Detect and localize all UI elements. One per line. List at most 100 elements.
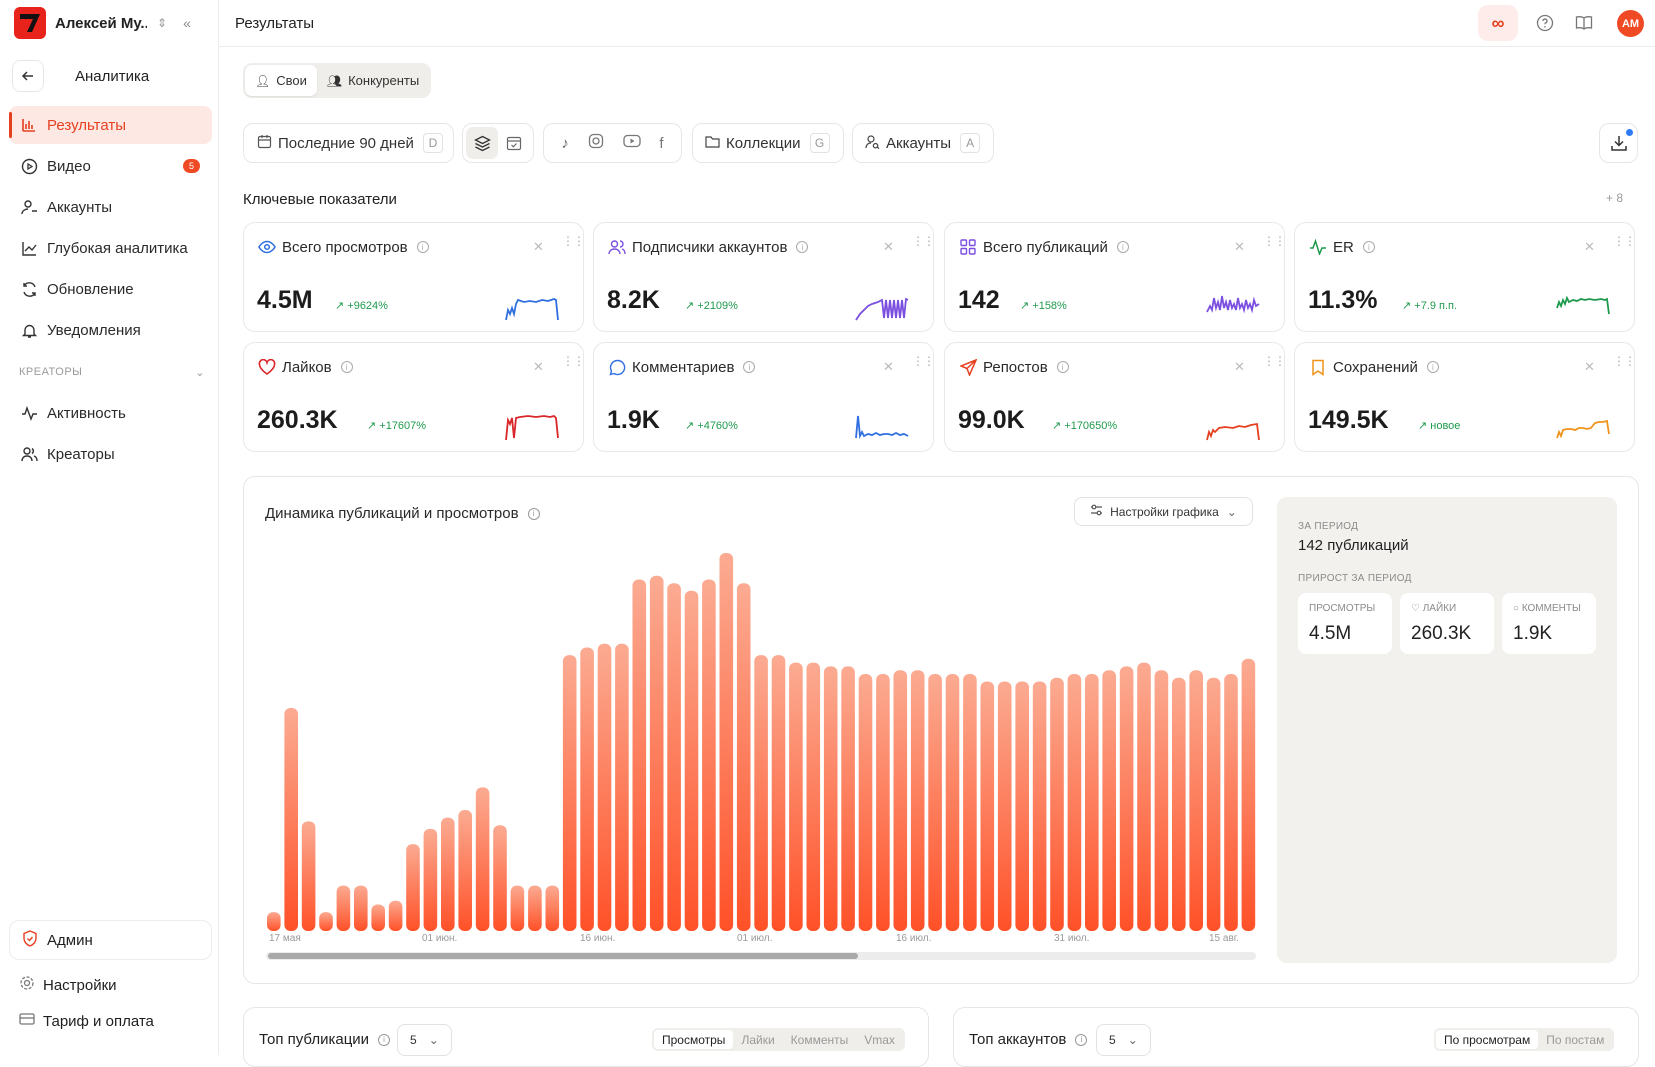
info-icon[interactable]: i: [1426, 361, 1439, 373]
chart-settings-button[interactable]: Настройки графика ⌄: [1074, 497, 1253, 526]
close-icon[interactable]: ✕: [1584, 359, 1595, 374]
chart-scrollbar[interactable]: [266, 952, 1256, 960]
drag-handle-icon[interactable]: ⋮⋮: [562, 354, 585, 368]
sidebar-item-results[interactable]: Результаты: [9, 106, 212, 144]
chart-bar[interactable]: [528, 885, 542, 931]
sidebar-item-accounts[interactable]: Аккаунты: [9, 188, 212, 226]
chart-bar[interactable]: [789, 662, 803, 931]
chart-bar[interactable]: [423, 828, 438, 931]
chart-bar[interactable]: [510, 885, 525, 931]
tiktok-icon[interactable]: ♪: [561, 134, 569, 152]
close-icon[interactable]: ✕: [533, 359, 544, 374]
chart-bar[interactable]: [562, 655, 577, 931]
info-icon[interactable]: i: [796, 241, 809, 253]
chart-bar[interactable]: [719, 553, 734, 931]
chevron-updown-icon[interactable]: ⇕: [157, 16, 168, 30]
info-icon[interactable]: i: [743, 361, 756, 373]
kpi-card[interactable]: Подписчики аккаунтов i ✕ ⋮⋮ 8.2K ↗ +2109…: [593, 222, 935, 332]
kpi-card[interactable]: Репостов i ✕ ⋮⋮ 99.0K ↗ +170650%: [944, 342, 1286, 452]
info-icon[interactable]: i: [340, 361, 353, 373]
info-icon[interactable]: i: [378, 1033, 391, 1046]
tab-competitors[interactable]: 👥︎ Конкуренты: [317, 65, 429, 96]
add-kpi-button[interactable]: + 8: [1606, 191, 1624, 205]
chart-bar[interactable]: [336, 885, 351, 931]
chart-bar[interactable]: [354, 885, 368, 931]
chart-bar[interactable]: [928, 674, 942, 931]
top-accounts-count-select[interactable]: 5 ⌄: [1096, 1024, 1151, 1056]
chart-bar[interactable]: [893, 670, 908, 931]
chart-bar[interactable]: [841, 666, 855, 931]
tab-vmax[interactable]: Vmax: [864, 1032, 895, 1047]
book-icon[interactable]: [1574, 13, 1594, 33]
chart-bar[interactable]: [910, 670, 925, 931]
close-icon[interactable]: ✕: [883, 359, 894, 374]
chart-bar[interactable]: [1102, 670, 1116, 931]
info-icon[interactable]: i: [1362, 241, 1375, 253]
facebook-icon[interactable]: f: [659, 134, 664, 152]
chart-bar[interactable]: [1154, 670, 1169, 931]
sidebar-item-refresh[interactable]: Обновление: [9, 270, 212, 308]
chart-bar[interactable]: [997, 681, 1012, 932]
download-button[interactable]: [1599, 123, 1638, 163]
admin-button[interactable]: Админ: [9, 920, 212, 960]
chart-bar[interactable]: [980, 681, 995, 932]
tab-likes[interactable]: Лайки: [741, 1032, 775, 1047]
kpi-card[interactable]: Сохранений i ✕ ⋮⋮ 149.5K ↗ новое: [1294, 342, 1636, 452]
back-button[interactable]: [12, 60, 44, 92]
close-icon[interactable]: ✕: [1584, 239, 1595, 254]
chart-bar[interactable]: [301, 821, 316, 931]
tab-views[interactable]: Просмотры: [654, 1030, 734, 1049]
chart-bar[interactable]: [945, 674, 960, 931]
chart-bar[interactable]: [1032, 681, 1047, 932]
accounts-filter[interactable]: Аккаунты A: [852, 123, 994, 163]
close-icon[interactable]: ✕: [1234, 239, 1245, 254]
kpi-card[interactable]: Всего публикаций i ✕ ⋮⋮ 142 ↗ +158%: [944, 222, 1286, 332]
info-icon[interactable]: i: [1075, 1033, 1088, 1046]
chart-bar[interactable]: [702, 579, 716, 932]
close-icon[interactable]: ✕: [1234, 359, 1245, 374]
chart-bar[interactable]: [1241, 658, 1256, 931]
chart-bar[interactable]: [858, 674, 873, 931]
instagram-icon[interactable]: [588, 133, 604, 153]
workspace-switcher[interactable]: Алексей Му... ⇕ «: [14, 7, 214, 39]
chart-bar[interactable]: [267, 912, 281, 931]
layers-view-button[interactable]: [466, 127, 498, 159]
sidebar-item-notifications[interactable]: Уведомления: [9, 311, 212, 349]
info-icon[interactable]: i: [416, 241, 429, 253]
calendar-view-button[interactable]: [498, 127, 530, 159]
chart-bar[interactable]: [475, 787, 490, 931]
chart-bar[interactable]: [1206, 677, 1221, 931]
chart-bar[interactable]: [1015, 681, 1029, 932]
close-icon[interactable]: ✕: [883, 239, 894, 254]
billing-link[interactable]: Тариф и оплата: [9, 1005, 212, 1037]
chart-bar[interactable]: [406, 844, 420, 931]
scroll-thumb[interactable]: [268, 953, 858, 959]
chart-bar[interactable]: [684, 590, 699, 931]
chart-bar[interactable]: [667, 583, 681, 931]
kpi-card[interactable]: Комментариев i ✕ ⋮⋮ 1.9K ↗ +4760%: [593, 342, 935, 452]
settings-link[interactable]: Настройки: [9, 969, 212, 1001]
chart-bar[interactable]: [806, 662, 821, 931]
chart-bar[interactable]: [876, 674, 890, 931]
drag-handle-icon[interactable]: ⋮⋮: [1613, 234, 1636, 248]
chart-bar[interactable]: [754, 655, 768, 931]
kpi-card[interactable]: Лайков i ✕ ⋮⋮ 260.3K ↗ +17607%: [243, 342, 585, 452]
drag-handle-icon[interactable]: ⋮⋮: [1263, 354, 1286, 368]
chart-bar[interactable]: [371, 904, 385, 932]
chart-bar[interactable]: [1067, 674, 1082, 931]
info-icon[interactable]: i: [1116, 241, 1129, 253]
chart-bar[interactable]: [388, 900, 403, 931]
chart-bar[interactable]: [615, 643, 629, 931]
help-icon[interactable]: [1535, 13, 1555, 33]
chart-bar[interactable]: [319, 912, 333, 931]
chart-bar[interactable]: [649, 575, 664, 931]
drag-handle-icon[interactable]: ⋮⋮: [1613, 354, 1636, 368]
chart-bar[interactable]: [1085, 674, 1099, 931]
chart-bar[interactable]: [1137, 662, 1151, 931]
chart-bar[interactable]: [580, 647, 594, 932]
chart-bar[interactable]: [1119, 666, 1134, 931]
top-publications-count-select[interactable]: 5 ⌄: [397, 1024, 452, 1056]
chart-bar[interactable]: [441, 817, 455, 931]
info-icon[interactable]: i: [1056, 361, 1069, 373]
collections-filter[interactable]: Коллекции G: [692, 123, 844, 163]
